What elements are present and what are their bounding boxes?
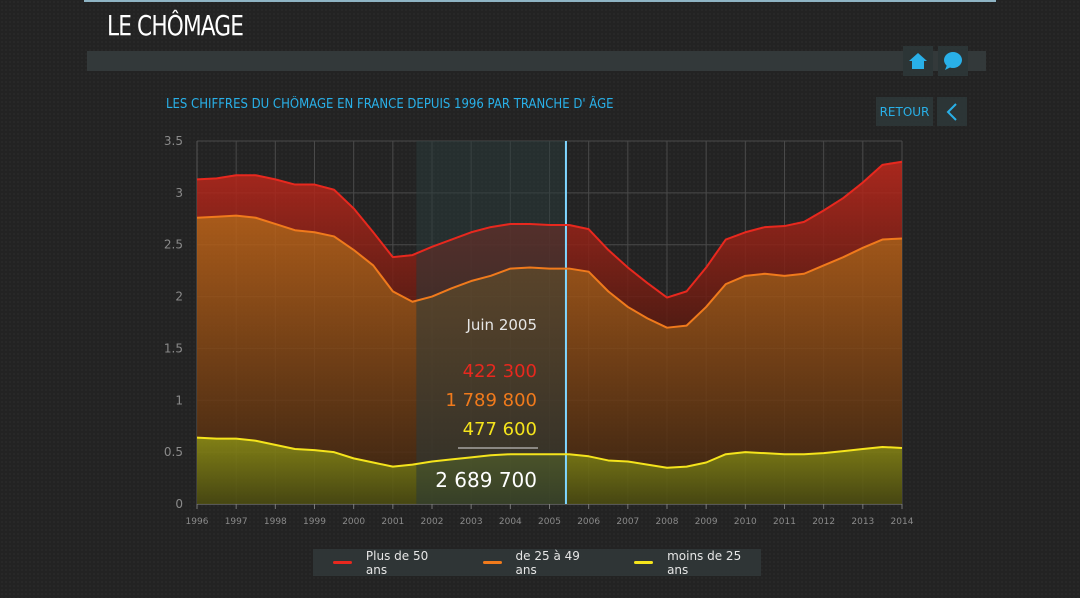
legend-label: moins de 25 ans — [667, 548, 742, 577]
tooltip-total: 2 689 700 — [435, 468, 537, 492]
speech-bubble-icon — [944, 52, 962, 70]
y-tick-label: 2.5 — [164, 238, 183, 252]
x-tick-label: 2008 — [656, 517, 679, 527]
chevron-left-icon — [946, 102, 957, 121]
x-axis-ticks: 1996 1997 1998 1999 2000 2001 2002 2003 2004 2005… — [186, 517, 914, 527]
y-tick-label: 3.5 — [164, 134, 183, 148]
tooltip-value-25-49: 1 789 800 — [445, 390, 537, 411]
x-tick-label: 2013 — [851, 517, 874, 527]
legend-item-under25[interactable]: moins de 25 ans — [634, 549, 761, 577]
back-button[interactable] — [937, 97, 967, 126]
y-tick-label: 3 — [175, 186, 183, 200]
x-tick-label: 2009 — [695, 517, 718, 527]
x-tick-label: 2000 — [342, 517, 365, 527]
retour-button[interactable]: RETOUR — [876, 97, 933, 126]
x-tick-label: 2003 — [460, 517, 483, 527]
x-tick-label: 2005 — [538, 517, 561, 527]
comment-button[interactable] — [938, 46, 968, 76]
legend-swatch-red — [333, 561, 352, 564]
legend-label: de 25 à 49 ans — [515, 548, 580, 577]
chart-subtitle: LES CHIFFRES DU CHÔMAGE EN FRANCE DEPUIS… — [166, 97, 614, 112]
home-icon — [909, 53, 927, 69]
legend: Plus de 50 ans de 25 à 49 ans moins de 2… — [313, 548, 761, 577]
home-button[interactable] — [903, 46, 933, 76]
top-border — [84, 0, 996, 2]
tooltip-date: Juin 2005 — [465, 316, 537, 334]
y-axis-ticks: 0 0.5 1 1.5 2 2.5 3 3.5 — [164, 134, 183, 511]
x-tick-label: 2011 — [773, 517, 796, 527]
series-lines — [196, 160, 903, 469]
y-tick-label: 1.5 — [164, 341, 183, 355]
x-tick-label: 2007 — [616, 517, 639, 527]
x-tick-label: 1999 — [303, 517, 326, 527]
line-50plus — [196, 160, 903, 299]
tooltip-value-under25: 477 600 — [463, 419, 537, 440]
x-tick-label: 2014 — [891, 517, 914, 527]
legend-item-50plus[interactable]: Plus de 50 ans — [333, 549, 449, 577]
y-tick-label: 0.5 — [164, 445, 183, 459]
tooltip-value-50plus: 422 300 — [463, 361, 537, 382]
x-tick-label: 2006 — [577, 517, 600, 527]
x-tick-label: 1996 — [186, 517, 209, 527]
x-tick-label: 2012 — [812, 517, 835, 527]
header-bar — [87, 51, 986, 71]
x-tick-label: 2004 — [499, 517, 522, 527]
highlight-band — [416, 141, 566, 504]
x-tick-label: 1998 — [264, 517, 287, 527]
x-tick-label: 2001 — [381, 517, 404, 527]
legend-label: Plus de 50 ans — [365, 548, 429, 577]
x-tick-label: 2002 — [421, 517, 444, 527]
tooltip: Juin 2005 422 300 1 789 800 477 600 2 68… — [435, 316, 538, 492]
y-tick-label: 1 — [175, 393, 183, 407]
x-tick-label: 2010 — [734, 517, 757, 527]
line-under25 — [196, 436, 903, 469]
y-tick-label: 0 — [175, 497, 183, 511]
legend-item-25-49[interactable]: de 25 à 49 ans — [482, 548, 601, 577]
line-25-49 — [196, 214, 903, 329]
x-tick-label: 1997 — [225, 517, 248, 527]
page-title: LE CHÔMAGE — [107, 9, 244, 42]
legend-swatch-yellow — [634, 561, 654, 564]
legend-swatch-orange — [482, 561, 502, 564]
y-tick-label: 2 — [175, 290, 183, 304]
